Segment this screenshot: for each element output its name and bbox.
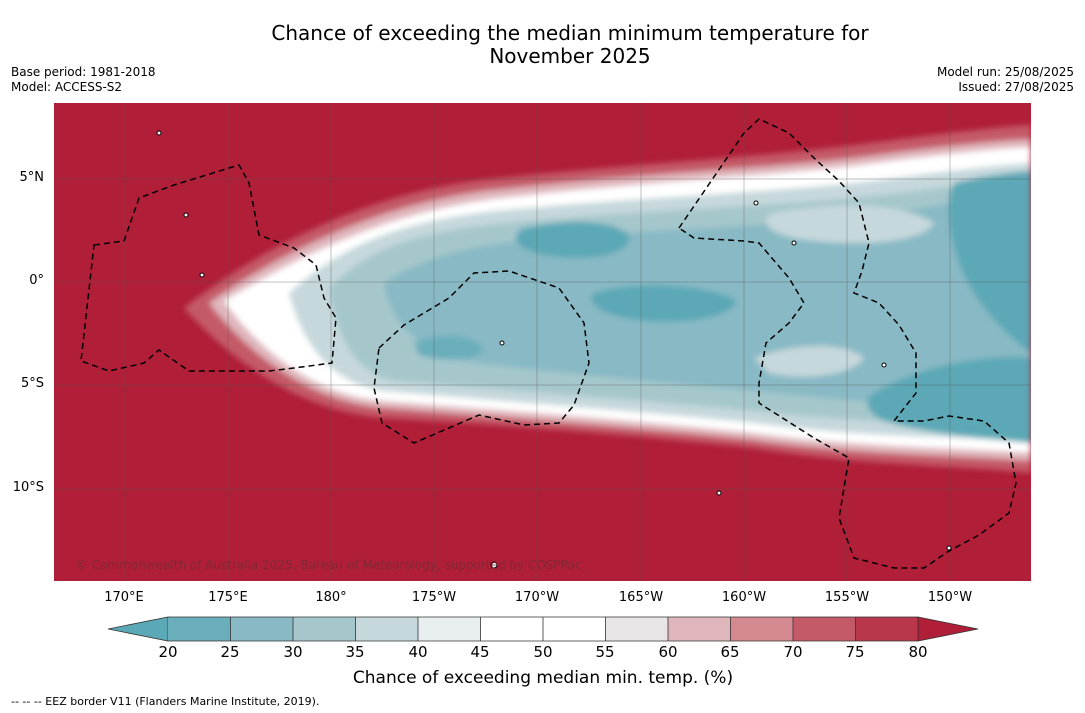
title-line-2: November 2025: [489, 44, 651, 68]
chart-title: Chance of exceeding the median minimum t…: [0, 22, 1085, 68]
colorbar-tick-label: 60: [658, 643, 678, 661]
colorbar-segment: [230, 617, 293, 641]
colorbar-high-extension: [917, 616, 978, 642]
colorbar: [108, 616, 978, 642]
lon-label-165w: 165°W: [618, 590, 664, 605]
colorbar-tick-label: 65: [720, 643, 740, 661]
copyright-notice: © Commonwealth of Australia 2025, Bureau…: [76, 558, 582, 572]
colorbar-segment: [543, 617, 606, 641]
colorbar-tick-label: 40: [408, 643, 428, 661]
colorbar-segment: [668, 617, 731, 641]
colorbar-tick-label: 45: [470, 643, 490, 661]
meta-right: Model run: 25/08/2025 Issued: 27/08/2025: [937, 65, 1074, 95]
lat-label-0: 0°: [29, 273, 44, 288]
colorbar-tick-label: 35: [345, 643, 365, 661]
title-line-1: Chance of exceeding the median minimum t…: [271, 21, 869, 45]
colorbar-segment: [293, 617, 356, 641]
colorbar-segment: [418, 617, 481, 641]
eez-borders: [80, 118, 1017, 569]
islands: [156, 130, 952, 569]
lon-label-170w: 170°W: [514, 590, 560, 605]
probability-field: [184, 125, 1031, 473]
lat-label-10s: 10°S: [12, 480, 44, 495]
lon-label-170e: 170°E: [104, 590, 144, 605]
colorbar-segment: [793, 617, 856, 641]
colorbar-tick-label: 70: [783, 643, 803, 661]
lon-label-155w: 155°W: [824, 590, 870, 605]
lon-label-180: 180°: [315, 590, 347, 605]
colorbar-tick-label: 55: [595, 643, 615, 661]
lon-label-175e: 175°E: [208, 590, 248, 605]
lon-label-175w: 175°W: [411, 590, 457, 605]
colorbar-tick-label: 80: [908, 643, 928, 661]
colorbar-tick-label: 20: [158, 643, 178, 661]
model-run: Model run: 25/08/2025: [936, 65, 1074, 79]
colorbar-segment: [480, 617, 543, 641]
colorbar-segment: [730, 617, 793, 641]
issued-date: Issued: 27/08/2025: [958, 80, 1074, 94]
colorbar-label: Chance of exceeding median min. temp. (%…: [352, 668, 734, 688]
lon-label-150w: 150°W: [927, 590, 973, 605]
colorbar-low-extension: [108, 616, 169, 642]
colorbar-segment: [355, 617, 418, 641]
lat-label-5n: 5°N: [19, 170, 45, 185]
colorbar-tick-label: 75: [845, 643, 865, 661]
colorbar-tick-label: 30: [283, 643, 303, 661]
colorbar-tick-label: 25: [220, 643, 240, 661]
colorbar-segment: [168, 617, 231, 641]
colorbar-tick-label: 50: [533, 643, 553, 661]
lon-label-160w: 160°W: [721, 590, 767, 605]
graticule: [54, 103, 1031, 581]
eez-legend-note: -- -- -- EEZ border V11 (Flanders Marine…: [11, 695, 320, 708]
meta-left: Base period: 1981-2018 Model: ACCESS-S2: [11, 65, 156, 95]
forecast-map: [54, 103, 1031, 581]
base-period: Base period: 1981-2018: [11, 65, 156, 79]
colorbar-segment: [855, 617, 918, 641]
model-name: Model: ACCESS-S2: [11, 80, 123, 94]
colorbar-segment: [605, 617, 668, 641]
lat-label-5s: 5°S: [20, 376, 44, 391]
